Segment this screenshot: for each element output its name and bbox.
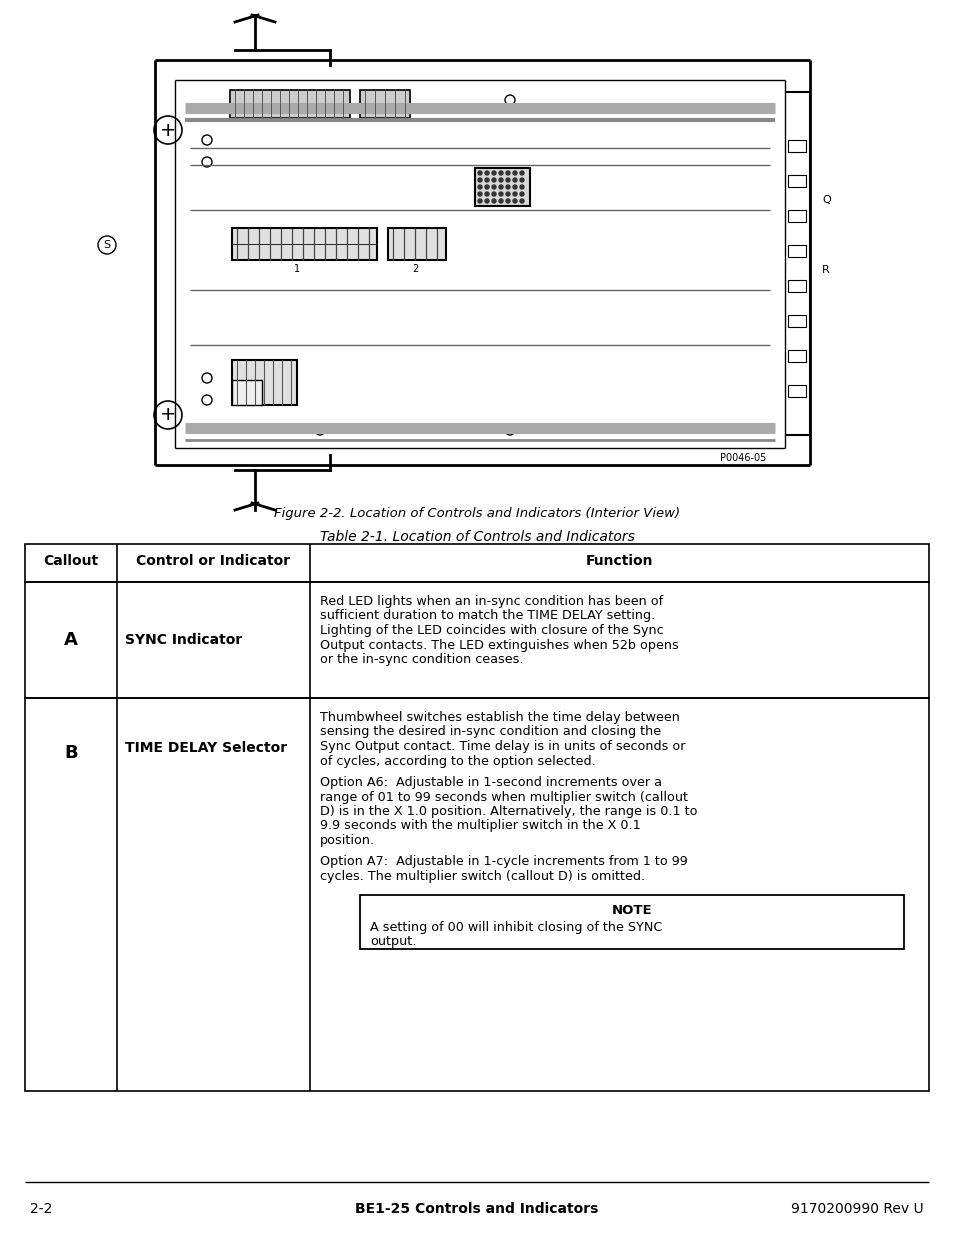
Circle shape: [519, 178, 523, 182]
Text: Function: Function: [585, 555, 653, 568]
Circle shape: [498, 185, 502, 189]
Bar: [25, 698, 928, 1091]
Circle shape: [484, 199, 489, 203]
Circle shape: [498, 191, 502, 196]
Text: Thumbwheel switches establish the time delay between: Thumbwheel switches establish the time d…: [319, 711, 679, 724]
Circle shape: [477, 170, 481, 175]
Text: A: A: [64, 631, 78, 650]
Bar: [359, 894, 903, 948]
Circle shape: [477, 178, 481, 182]
Text: Table 2-1. Location of Controls and Indicators: Table 2-1. Location of Controls and Indi…: [319, 530, 634, 543]
Text: cycles. The multiplier switch (callout D) is omitted.: cycles. The multiplier switch (callout D…: [319, 869, 644, 883]
Circle shape: [484, 185, 489, 189]
Circle shape: [484, 191, 489, 196]
Circle shape: [519, 199, 523, 203]
Text: or the in-sync condition ceases.: or the in-sync condition ceases.: [319, 653, 523, 666]
Circle shape: [498, 199, 502, 203]
Text: +: +: [159, 121, 176, 140]
Text: 9.9 seconds with the multiplier switch in the X 0.1: 9.9 seconds with the multiplier switch i…: [319, 820, 640, 832]
Circle shape: [519, 191, 523, 196]
Circle shape: [498, 170, 502, 175]
Text: position.: position.: [319, 834, 375, 847]
Circle shape: [477, 191, 481, 196]
Text: P0046-05: P0046-05: [720, 453, 765, 463]
Circle shape: [513, 185, 517, 189]
Circle shape: [492, 170, 496, 175]
Text: Sync Output contact. Time delay is in units of seconds or: Sync Output contact. Time delay is in un…: [319, 740, 685, 753]
Circle shape: [519, 185, 523, 189]
Text: D) is in the X 1.0 position. Alternatively, the range is 0.1 to: D) is in the X 1.0 position. Alternative…: [319, 805, 697, 818]
Text: S: S: [103, 240, 111, 249]
Text: BE1-25 Controls and Indicators: BE1-25 Controls and Indicators: [355, 1202, 598, 1216]
Text: of cycles, according to the option selected.: of cycles, according to the option selec…: [319, 755, 595, 767]
Text: TIME DELAY Selector: TIME DELAY Selector: [125, 741, 287, 755]
Text: Q: Q: [821, 195, 830, 205]
Text: Output contacts. The LED extinguishes when 52b opens: Output contacts. The LED extinguishes wh…: [319, 638, 678, 652]
Text: Callout: Callout: [44, 555, 98, 568]
Circle shape: [505, 178, 510, 182]
Bar: [787, 385, 805, 396]
Text: Figure 2-2. Location of Controls and Indicators (Interior View): Figure 2-2. Location of Controls and Ind…: [274, 508, 679, 520]
Circle shape: [505, 191, 510, 196]
Circle shape: [498, 178, 502, 182]
Text: Red LED lights when an in-sync condition has been of: Red LED lights when an in-sync condition…: [319, 595, 662, 608]
Bar: [787, 140, 805, 152]
Bar: [787, 245, 805, 257]
Text: 9170200990 Rev U: 9170200990 Rev U: [791, 1202, 923, 1216]
Bar: [232, 380, 262, 405]
Bar: [787, 175, 805, 186]
Text: 1: 1: [294, 264, 300, 274]
Text: A setting of 00 will inhibit closing of the SYNC: A setting of 00 will inhibit closing of …: [370, 921, 661, 935]
Text: 2-2: 2-2: [30, 1202, 52, 1216]
Text: range of 01 to 99 seconds when multiplier switch (callout: range of 01 to 99 seconds when multiplie…: [319, 790, 687, 804]
Circle shape: [492, 178, 496, 182]
Bar: [230, 90, 350, 119]
Bar: [787, 280, 805, 291]
Circle shape: [505, 199, 510, 203]
Text: sufficient duration to match the TIME DELAY setting.: sufficient duration to match the TIME DE…: [319, 610, 655, 622]
Bar: [787, 210, 805, 222]
Bar: [25, 543, 928, 582]
Circle shape: [513, 191, 517, 196]
Circle shape: [505, 185, 510, 189]
Circle shape: [519, 170, 523, 175]
Circle shape: [477, 185, 481, 189]
Text: sensing the desired in-sync condition and closing the: sensing the desired in-sync condition an…: [319, 725, 660, 739]
Circle shape: [484, 178, 489, 182]
Text: output.: output.: [370, 935, 416, 948]
Circle shape: [513, 199, 517, 203]
Bar: [232, 228, 376, 261]
Text: NOTE: NOTE: [611, 904, 652, 918]
Bar: [787, 315, 805, 327]
Text: SYNC Indicator: SYNC Indicator: [125, 634, 242, 647]
Circle shape: [492, 185, 496, 189]
Text: B: B: [64, 743, 78, 762]
Bar: [475, 168, 530, 206]
Circle shape: [513, 178, 517, 182]
Bar: [232, 359, 296, 405]
Text: Option A7:  Adjustable in 1-cycle increments from 1 to 99: Option A7: Adjustable in 1-cycle increme…: [319, 856, 687, 868]
Bar: [25, 582, 928, 698]
Text: 2: 2: [412, 264, 417, 274]
Circle shape: [477, 199, 481, 203]
Circle shape: [492, 191, 496, 196]
Text: Option A6:  Adjustable in 1-second increments over a: Option A6: Adjustable in 1-second increm…: [319, 776, 661, 789]
Bar: [787, 350, 805, 362]
Circle shape: [513, 170, 517, 175]
Text: R: R: [821, 266, 829, 275]
Text: +: +: [159, 405, 176, 425]
Circle shape: [492, 199, 496, 203]
Bar: [359, 90, 410, 119]
Circle shape: [505, 170, 510, 175]
Text: Lighting of the LED coincides with closure of the Sync: Lighting of the LED coincides with closu…: [319, 624, 663, 637]
Text: Control or Indicator: Control or Indicator: [136, 555, 291, 568]
Bar: [388, 228, 446, 261]
Circle shape: [484, 170, 489, 175]
